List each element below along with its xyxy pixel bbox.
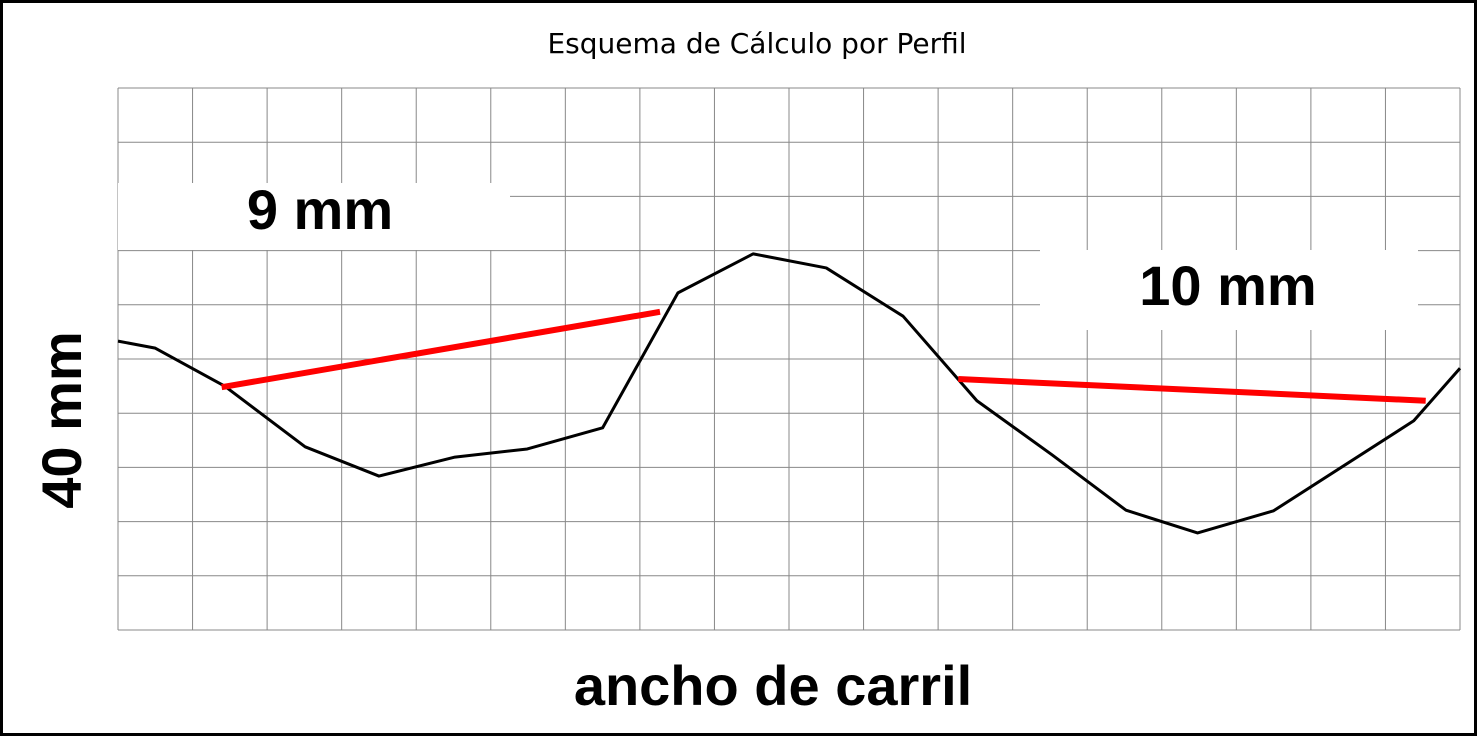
annotation: 10 mm	[1139, 254, 1316, 317]
line	[958, 376, 1426, 404]
line	[117, 252, 1462, 535]
x-axis-label: ancho de carril	[574, 654, 972, 717]
chart-title: Esquema de Cálculo por Perfil	[547, 27, 966, 60]
annotation: 9 mm	[247, 178, 393, 241]
lines	[117, 252, 1462, 535]
y-axis-label: 40 mm	[30, 331, 93, 508]
line	[221, 308, 661, 391]
annotation-box	[118, 183, 510, 250]
annotation-box	[1040, 250, 1418, 330]
